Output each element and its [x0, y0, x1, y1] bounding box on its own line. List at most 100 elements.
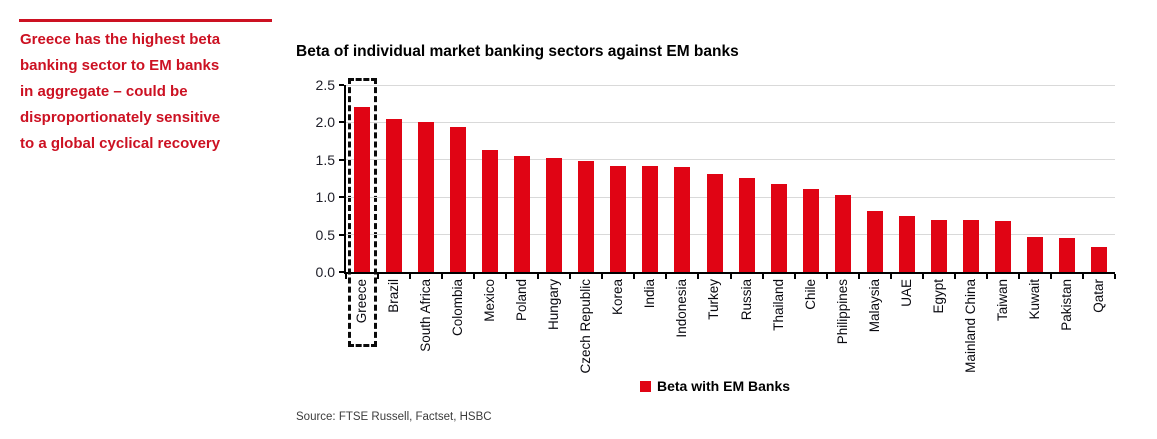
x-axis-tick-mark — [409, 274, 412, 279]
x-label-colombia: Colombia — [450, 279, 466, 337]
x-label-korea: Korea — [610, 279, 626, 316]
bar-thailand — [770, 183, 787, 272]
bars-layer — [346, 85, 1115, 272]
bar-korea — [610, 165, 627, 272]
bar-slot-malaysia — [859, 210, 891, 272]
chart-legend: Beta with EM Banks — [640, 378, 790, 394]
chart-plot-area: 0.0 0.5 1.0 1.5 2.0 2.5 Greece Brazil South Afri… — [316, 77, 1116, 374]
x-axis-tick-mark — [473, 274, 476, 279]
bar-india — [642, 165, 659, 272]
x-axis-tick-mark — [857, 274, 860, 279]
x-label-slot-mexico: Mexico — [474, 279, 506, 374]
x-label-slot-mainland-china: Mainland China — [955, 279, 987, 374]
x-axis-tick-mark — [569, 274, 572, 279]
annotation-top-rule — [19, 19, 272, 22]
bar-slot-colombia — [442, 126, 474, 272]
bar-slot-qatar — [1083, 246, 1115, 272]
x-label-slot-colombia: Colombia — [442, 279, 474, 374]
y-axis-tick-label-1.0: 1.0 — [315, 189, 335, 206]
sidebar-annotation: Greece has the highest beta banking sect… — [20, 31, 221, 152]
bar-slot-brazil — [378, 118, 410, 272]
x-label-slot-thailand: Thailand — [763, 279, 795, 374]
bar-slot-pakistan — [1051, 238, 1083, 272]
x-label-brazil: Brazil — [385, 279, 401, 313]
bar-slot-taiwan — [987, 221, 1019, 272]
y-axis-tick-mark — [339, 196, 344, 199]
x-label-slot-uae: UAE — [891, 279, 923, 374]
bar-slot-turkey — [699, 174, 731, 272]
x-label-kuwait: Kuwait — [1026, 279, 1042, 320]
x-label-greece: Greece — [353, 279, 369, 324]
bar-mainland-china — [962, 219, 979, 272]
x-axis-tick-mark — [633, 274, 636, 279]
x-axis-tick-mark — [537, 274, 540, 279]
x-label-slot-turkey: Turkey — [699, 279, 731, 374]
x-axis-tick-mark — [825, 274, 828, 279]
x-axis-tick-mark — [953, 274, 956, 279]
x-label-egypt: Egypt — [930, 279, 946, 314]
x-label-slot-greece: Greece — [346, 279, 378, 374]
x-axis-tick-mark — [889, 274, 892, 279]
x-axis-labels: Greece Brazil South Africa Colombia Mexico Po… — [346, 279, 1115, 374]
bar-slot-thailand — [763, 183, 795, 272]
x-axis-tick-mark — [793, 274, 796, 279]
x-axis-tick-mark — [441, 274, 444, 279]
x-label-south-africa: South Africa — [418, 279, 434, 352]
bar-kuwait — [1027, 236, 1043, 272]
x-axis-tick-mark — [377, 274, 380, 279]
gridline-2.5 — [346, 84, 1115, 86]
legend-marker-icon — [640, 380, 651, 392]
source-note: Source: FTSE Russell, Factset, HSBC — [296, 411, 492, 423]
x-label-slot-chile: Chile — [795, 279, 827, 374]
x-label-india: India — [642, 279, 658, 309]
x-label-malaysia: Malaysia — [866, 279, 882, 333]
bar-slot-czech-republic — [570, 161, 602, 272]
bar-brazil — [386, 118, 403, 272]
x-label-slot-poland: Poland — [506, 279, 538, 374]
x-label-slot-malaysia: Malaysia — [859, 279, 891, 374]
x-label-czech-republic: Czech Republic — [578, 279, 594, 374]
y-axis-tick-label-1.5: 1.5 — [315, 151, 335, 168]
x-axis-tick-mark — [761, 274, 764, 279]
bar-slot-uae — [891, 215, 923, 272]
bar-taiwan — [994, 221, 1011, 272]
x-axis-tick-mark — [1081, 274, 1084, 279]
greece-highlight-box — [348, 78, 377, 347]
bar-pakistan — [1059, 238, 1076, 272]
x-label-thailand: Thailand — [770, 279, 786, 331]
bar-turkey — [706, 174, 723, 272]
x-label-slot-korea: Korea — [602, 279, 634, 374]
bar-uae — [898, 215, 915, 272]
x-label-slot-indonesia: Indonesia — [666, 279, 698, 374]
bar-russia — [738, 177, 755, 272]
gridline-1.5 — [346, 159, 1115, 161]
bar-mexico — [482, 150, 499, 272]
x-label-turkey: Turkey — [706, 279, 722, 320]
x-label-slot-taiwan: Taiwan — [987, 279, 1019, 374]
bar-slot-korea — [602, 165, 634, 272]
bar-slot-kuwait — [1019, 236, 1051, 272]
x-axis-tick-mark — [1114, 274, 1116, 279]
x-axis-tick-mark — [505, 274, 508, 279]
y-axis-tick-mark — [339, 121, 344, 124]
x-axis-tick-mark — [921, 274, 924, 279]
bar-qatar — [1091, 246, 1108, 272]
x-label-taiwan: Taiwan — [994, 279, 1010, 322]
x-label-slot-brazil: Brazil — [378, 279, 410, 374]
bar-czech-republic — [578, 161, 595, 272]
x-label-mexico: Mexico — [482, 279, 498, 322]
x-axis-tick-mark — [697, 274, 700, 279]
x-label-pakistan: Pakistan — [1058, 279, 1074, 331]
y-axis-tick-label-2.0: 2.0 — [315, 114, 335, 131]
x-label-uae: UAE — [898, 279, 914, 307]
bar-hungary — [546, 158, 563, 272]
bar-malaysia — [866, 210, 883, 272]
y-axis-tick-mark — [339, 84, 344, 86]
bar-colombia — [450, 126, 467, 272]
y-axis-tick-label-2.5: 2.5 — [315, 77, 335, 93]
bar-indonesia — [674, 167, 691, 272]
x-axis-tick-mark — [1017, 274, 1020, 279]
bar-slot-india — [634, 165, 666, 272]
bar-slot-hungary — [538, 158, 570, 272]
